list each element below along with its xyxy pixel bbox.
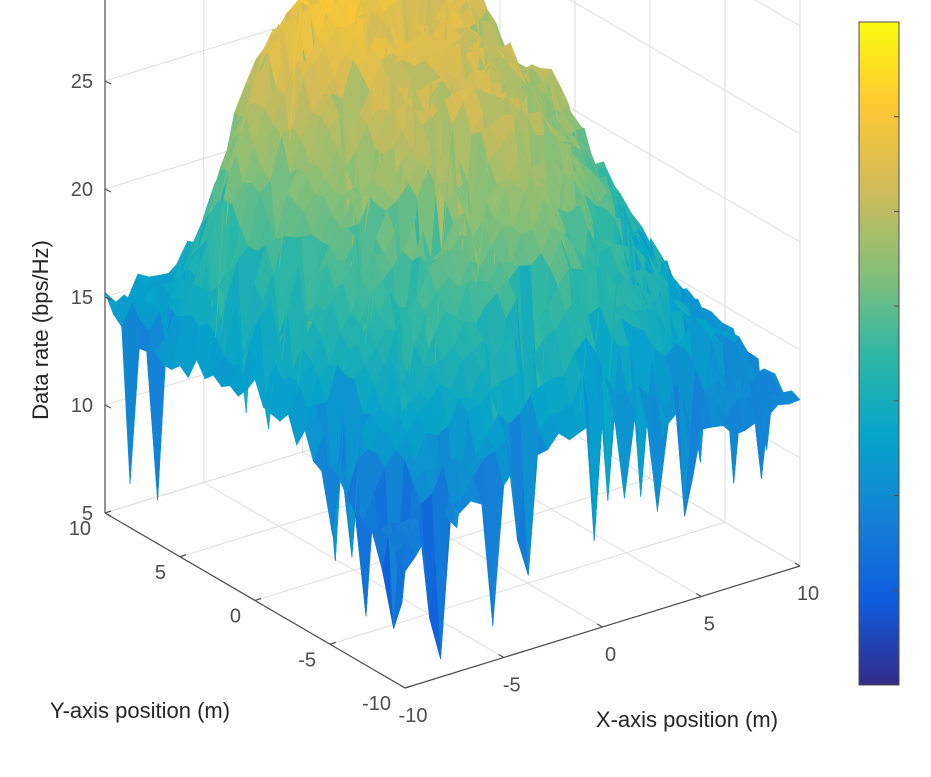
x-tick-label: -10	[399, 705, 428, 727]
z-tick-label: 5	[82, 503, 93, 525]
z-tick-label: 20	[71, 179, 93, 201]
surface-patch	[391, 0, 399, 4]
z-tick-mark	[104, 404, 112, 409]
x-axis-label: X-axis position (m)	[596, 707, 778, 732]
y-tick-label: -10	[362, 693, 391, 715]
y-tick-mark	[404, 685, 412, 689]
y-tick-label: 0	[230, 606, 241, 628]
z-tick-label: 25	[71, 71, 93, 93]
grid-line	[569, 0, 801, 135]
x-tick-label: 0	[605, 644, 616, 666]
x-tick-label: 5	[704, 614, 715, 636]
x-tick-mark	[399, 684, 406, 689]
surface-patch	[121, 301, 142, 484]
x-tick-mark	[794, 562, 801, 567]
surface-patch	[371, 0, 381, 10]
x-tick-label: -5	[503, 675, 521, 697]
y-tick-label: 5	[155, 562, 166, 584]
x-tick-label: 10	[797, 583, 819, 605]
y-tick-mark	[104, 510, 112, 514]
surface	[104, 0, 801, 659]
y-tick-mark	[179, 554, 187, 558]
colorbar	[858, 21, 900, 686]
z-tick-label: 10	[71, 395, 93, 417]
z-tick-label: 15	[71, 287, 93, 309]
axes	[104, 0, 801, 689]
y-tick-label: 10	[69, 518, 91, 540]
y-tick-label: -5	[298, 649, 316, 671]
x-tick-mark	[695, 592, 702, 598]
z-axis-label: Data rate (bps/Hz)	[28, 240, 53, 420]
x-tick-mark	[597, 623, 603, 628]
z-tick-mark	[104, 188, 112, 193]
y-axis-label: Y-axis position (m)	[50, 698, 230, 723]
z-tick-mark	[104, 512, 112, 517]
x-tick-mark	[498, 653, 505, 659]
z-tick-mark	[104, 296, 112, 301]
colorbar-gradient	[858, 21, 900, 686]
surface-patch	[780, 390, 801, 405]
z-tick-mark	[104, 80, 112, 85]
surface-patch	[294, 0, 300, 5]
grid-line	[254, 478, 651, 601]
y-tick-mark	[329, 641, 337, 645]
y-tick-mark	[254, 597, 262, 602]
